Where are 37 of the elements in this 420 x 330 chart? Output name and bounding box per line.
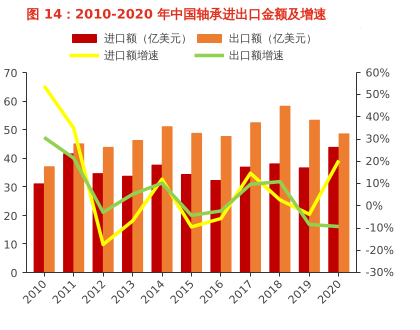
y-tick-label: 10 [4,238,18,252]
bar [132,140,144,272]
y-tick-label: 70 [4,67,18,80]
chart-title: 图 14：2010-2020 年中国轴承进出口金额及增速 [26,6,328,22]
y2-tick-label: 60% [366,66,390,80]
y2-tick-label: -10% [366,222,394,235]
bar [191,132,202,272]
y-tick-label: 20 [4,210,18,223]
legend-label: 进口额（亿美元） [104,30,192,46]
y2-tick-label: 10% [366,177,390,190]
bar [280,106,290,272]
y2-tick-label: 0% [366,199,383,212]
y2-tick-label: 50% [366,88,390,102]
line-series [42,136,341,228]
bar [34,183,44,272]
y2-tick-label: -20% [366,244,394,257]
bar [151,164,162,272]
y-tick-label: 30 [4,181,18,194]
legend-label: 出口额（亿美元） [229,30,317,46]
bar [44,166,55,272]
bar [309,120,320,272]
bar [338,133,350,272]
legend-label: 进口额增速 [104,48,159,62]
y-tick-label: 40 [4,152,18,166]
bar [102,146,114,272]
y-tick-label: 50 [4,124,18,138]
legend-label: 出口额增速 [229,48,284,62]
y2-tick-label: 40% [366,110,390,124]
y-tick-label: 60 [4,96,18,109]
bar [220,136,232,272]
y2-tick-label: 20% [366,154,390,168]
bar [63,153,74,272]
bar [162,126,173,272]
y-tick-label: 0 [10,267,18,280]
y2-tick-label: 30% [366,132,390,146]
y2-tick-label: -30% [366,266,394,279]
bar [250,122,261,272]
